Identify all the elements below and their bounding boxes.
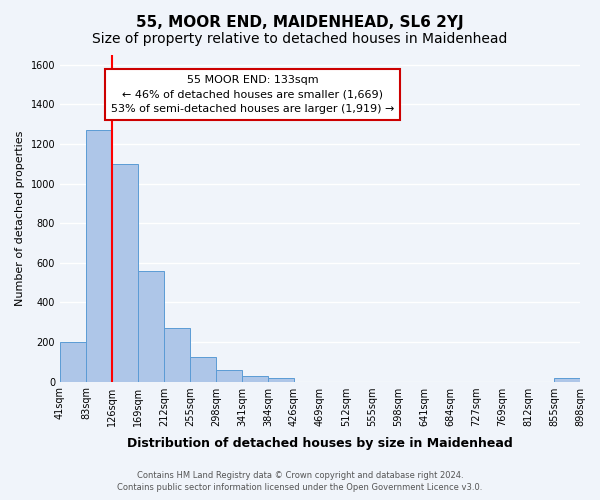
Bar	[138, 270, 164, 382]
Bar	[86, 130, 112, 382]
Text: 55 MOOR END: 133sqm
← 46% of detached houses are smaller (1,669)
53% of semi-det: 55 MOOR END: 133sqm ← 46% of detached ho…	[111, 74, 394, 114]
Bar	[216, 370, 242, 382]
Bar	[268, 378, 294, 382]
Bar	[242, 376, 268, 382]
Bar	[164, 328, 190, 382]
Bar	[60, 342, 86, 382]
Bar	[190, 357, 216, 382]
Bar	[554, 378, 580, 382]
X-axis label: Distribution of detached houses by size in Maidenhead: Distribution of detached houses by size …	[127, 437, 513, 450]
Y-axis label: Number of detached properties: Number of detached properties	[15, 130, 25, 306]
Bar	[112, 164, 138, 382]
Text: Contains HM Land Registry data © Crown copyright and database right 2024.
Contai: Contains HM Land Registry data © Crown c…	[118, 471, 482, 492]
Text: Size of property relative to detached houses in Maidenhead: Size of property relative to detached ho…	[92, 32, 508, 46]
Text: 55, MOOR END, MAIDENHEAD, SL6 2YJ: 55, MOOR END, MAIDENHEAD, SL6 2YJ	[136, 15, 464, 30]
